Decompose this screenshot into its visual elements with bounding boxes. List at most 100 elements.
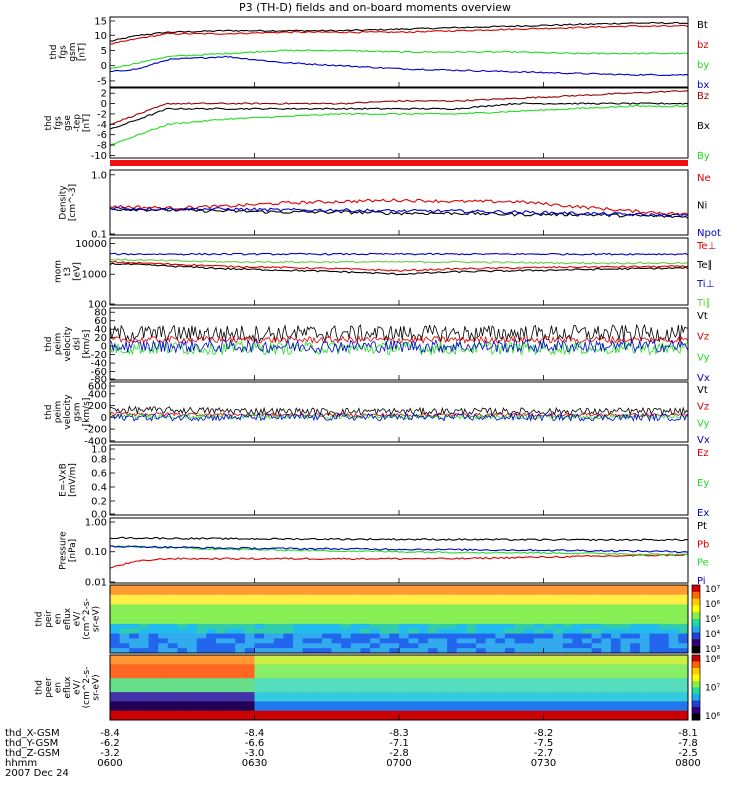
spectrogram-cell [591,585,602,591]
spectrogram-cell [264,668,275,675]
y-tick-label: -4 [97,120,107,131]
spectrogram-cell [350,638,361,644]
spectrogram-cell [447,715,458,721]
spectrogram-cell [244,638,255,644]
spectrogram-cell [447,585,458,591]
spectrogram-cell [206,673,217,679]
spectrogram-cell [668,628,679,635]
spectrogram-cell [447,638,458,644]
spectrogram-cell [235,715,246,721]
spectrogram-cell [321,648,333,654]
spectrogram-cell [138,692,150,698]
spectrogram-cell [312,659,323,665]
spectrogram-cell [119,664,130,670]
colorbar-segment [692,713,700,721]
spectrogram-cell [370,594,381,601]
y-axis-label-line: eV/ [73,679,83,695]
spectrogram-cell [582,715,593,721]
spectrogram-cell [225,682,236,688]
spectrogram-cell [244,701,255,707]
spectrogram-cell [389,614,400,620]
spectrogram-cell [187,609,198,615]
spectrogram-cell [177,604,188,610]
spectrogram-cell [659,604,670,610]
spectrogram-cell [244,710,255,716]
spectrogram-cell [293,589,304,596]
spectrogram-cell [601,678,612,684]
spectrogram-cell [177,594,188,601]
spectrogram-cell [639,659,650,665]
colorbar-segment [692,598,700,606]
spectrogram-cell [293,715,304,721]
spectrogram-cell [610,643,622,649]
spectrogram-cell [495,682,506,688]
spectrogram-cell [273,619,284,625]
spectrogram-cell [456,599,467,605]
spectrogram-cell [302,614,313,620]
spectrogram-cell [543,648,554,654]
spectrogram-cell [601,715,612,721]
spectrogram-cell [379,623,390,630]
spectrogram-cell [514,648,525,654]
spectrogram-cell [225,648,236,654]
spectrogram-cell [264,706,275,712]
spectrogram-cell [379,668,390,675]
spectrogram-cell [389,643,400,649]
spectrogram-cell [187,678,198,684]
y-axis-label-line: eflux [63,676,73,699]
spectrogram-cell [399,696,410,702]
spectrogram-cell [254,594,265,601]
spectrogram-cell [533,594,544,601]
spectrogram-cell [283,609,294,615]
spectrogram-cell [572,668,583,675]
spectrogram-cell [148,585,159,591]
spectrogram-cell [437,628,448,635]
spectrogram-cell [350,715,361,721]
spectrogram-cell [331,673,342,679]
spectrogram-cell [485,638,496,644]
spectrogram-cell [639,628,650,635]
spectrogram-cell [379,589,390,596]
spectrogram-cell [399,710,410,716]
spectrogram-cell [562,696,573,702]
spectrogram-cell [167,619,178,625]
spectrogram-cell [582,604,593,610]
spectrogram-cell [196,687,207,693]
spectrogram-cell [138,589,150,596]
spectrogram-cell [379,673,390,679]
spectrogram-cell [562,609,573,615]
spectrogram-cell [244,706,255,712]
footer-row-label: thd_Z-GSM [5,748,60,759]
spectrogram-cell [553,633,564,639]
spectrogram-cell [119,710,130,716]
footer-value: -2.5 [678,748,698,759]
footer-value: -3.2 [100,748,120,759]
spectrogram-cell [514,701,525,707]
spectrogram-cell [620,706,631,712]
spectrogram-cell [533,682,544,688]
spectrogram-cell [456,609,467,615]
spectrogram-cell [293,638,304,644]
spectrogram-cell [591,619,602,625]
spectrogram-cell [331,628,342,635]
spectrogram-cell [158,668,169,675]
spectrogram-cell [167,696,178,702]
spectrogram-cell [553,609,564,615]
spectrogram-cell [350,678,361,684]
spectrogram-cell [533,585,544,591]
panel-frame [109,87,689,159]
spectrogram-cell [206,619,217,625]
spectrogram-cell [331,594,342,601]
spectrogram-cell [485,668,496,675]
spectrogram-cell [187,668,198,675]
spectrogram-cell [456,604,467,610]
spectrogram-cell [206,643,217,649]
spectrogram-cell [148,609,159,615]
spectrogram-cell [312,692,323,698]
spectrogram-cell [148,664,159,670]
spectrogram-cell [591,589,602,596]
spectrogram-cell [119,594,130,601]
spectrogram-cell [399,655,410,661]
spectrogram-cell [678,633,689,639]
